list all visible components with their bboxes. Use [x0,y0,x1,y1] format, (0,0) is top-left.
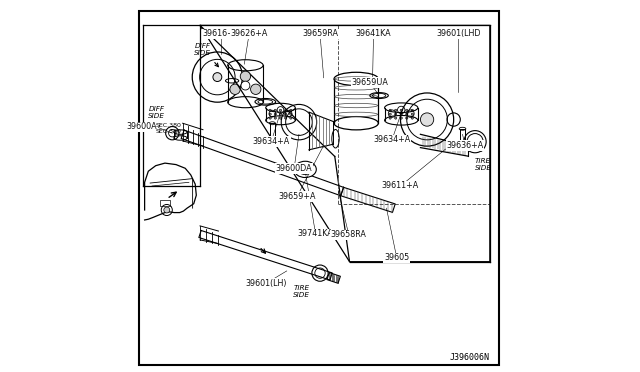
Circle shape [280,117,282,119]
Circle shape [411,113,413,115]
Text: 39601(LH): 39601(LH) [246,279,287,288]
Text: 39641KA: 39641KA [356,29,391,38]
Text: 39634+A: 39634+A [373,135,411,144]
Circle shape [164,207,170,213]
Circle shape [406,109,408,112]
Circle shape [251,84,261,94]
Circle shape [400,109,403,112]
Circle shape [389,117,391,119]
Circle shape [269,109,271,112]
Circle shape [269,117,271,119]
Circle shape [274,113,276,115]
Text: 39636+A: 39636+A [447,141,484,150]
Circle shape [389,109,391,112]
Circle shape [274,117,276,119]
Bar [270,123,275,145]
Circle shape [411,109,413,112]
Text: 39616+A: 39616+A [202,29,239,38]
Text: 39605: 39605 [384,253,410,263]
Text: 39600DA: 39600DA [276,164,312,173]
Circle shape [213,73,222,81]
Text: 39658RA: 39658RA [331,230,367,239]
Text: SEC.380: SEC.380 [156,123,182,128]
Circle shape [285,117,287,119]
Text: TIRE
SIDE: TIRE SIDE [293,285,310,298]
Text: DIFF
SIDE: DIFF SIDE [148,106,165,119]
Text: 39659+A: 39659+A [278,192,316,201]
Circle shape [395,113,397,115]
Bar [161,201,170,206]
Bar [460,129,465,149]
Text: 39741KA: 39741KA [298,230,333,238]
Text: SEC.380: SEC.380 [156,129,182,134]
Text: 39600A: 39600A [126,122,157,131]
Circle shape [269,113,271,115]
Circle shape [290,109,292,112]
Circle shape [406,113,408,115]
Text: 39601(LHD: 39601(LHD [436,29,481,38]
Text: J396006N: J396006N [449,353,489,362]
Circle shape [285,109,287,112]
Text: 39659UA: 39659UA [351,78,388,87]
Circle shape [420,113,434,126]
Circle shape [274,109,276,112]
Circle shape [406,117,408,119]
Circle shape [290,113,292,115]
Circle shape [280,113,282,115]
Text: 39634+A: 39634+A [253,137,290,146]
Circle shape [400,117,403,119]
Circle shape [241,81,250,90]
Circle shape [400,113,403,115]
Circle shape [230,84,240,94]
Circle shape [395,109,397,112]
Circle shape [285,113,287,115]
Circle shape [280,109,282,112]
Circle shape [290,117,292,119]
Text: 39611+A: 39611+A [382,182,419,190]
Text: DIFF
SIDE: DIFF SIDE [194,43,211,56]
Circle shape [240,71,251,81]
Circle shape [395,117,397,119]
Circle shape [389,113,391,115]
Text: TIRE
SIDE: TIRE SIDE [475,158,492,171]
Ellipse shape [294,161,316,177]
Text: 39626+A: 39626+A [230,29,268,38]
Text: 39659RA: 39659RA [302,29,338,38]
Circle shape [411,117,413,119]
